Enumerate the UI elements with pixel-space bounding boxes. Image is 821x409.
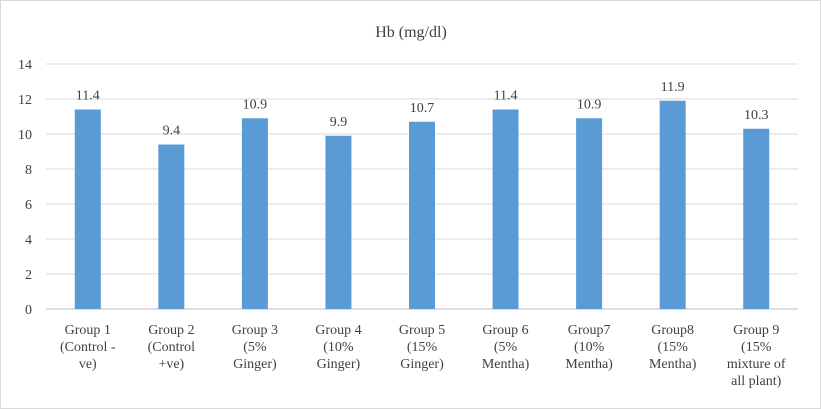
bar [158,144,185,309]
y-tick-label: 2 [25,268,32,283]
bar [576,118,603,309]
y-tick-label: 4 [25,233,32,248]
chart-title: Hb (mg/dl) [375,24,447,41]
bars [74,100,770,309]
data-label: 10.9 [577,97,602,112]
x-category-label: Group7 (10% Mentha) [565,323,613,372]
x-category-label: Group 9 (15% mixture of all plant) [727,323,786,389]
x-category-label: Group 5 (15% Ginger) [399,323,445,372]
data-label: 10.7 [410,101,435,116]
y-tick-label: 8 [25,163,32,178]
y-tick-label: 0 [25,303,32,318]
x-category-label: Group 3 (5% Ginger) [232,323,278,372]
data-label: 10.3 [744,108,769,123]
y-tick-label: 6 [25,198,32,213]
data-label: 9.9 [330,115,348,130]
y-tick-label: 10 [18,128,32,143]
x-axis-categories: Group 1 (Control -ve) Group 2 (Control +ve) G… [60,323,786,389]
x-category-label: Group 1 (Control -ve) [60,323,116,372]
y-tick-label: 14 [18,58,32,73]
data-label: 11.4 [76,89,100,104]
data-label: 11.9 [661,80,685,95]
bar [325,135,352,309]
data-label: 9.4 [163,124,181,139]
x-category-label: Group8 (15% Mentha) [649,323,697,372]
bar [409,121,435,309]
data-label: 11.4 [494,89,518,104]
bar [492,109,519,309]
bar [659,100,686,309]
bar [241,118,268,309]
bar [743,128,770,309]
x-category-label: Group 4 (10% Ginger) [315,323,361,372]
bar [74,109,101,309]
x-category-label: Group 6 (5% Mentha) [482,323,530,372]
x-category-label: Group 2 (Control +ve) [148,323,196,372]
data-label: 10.9 [243,97,268,112]
y-axis-ticks: 0 2 4 6 8 10 12 14 [18,58,32,318]
data-labels: 11.4 9.4 10.9 9.9 10.7 11.4 10.9 11.9 10.3 [76,80,769,139]
y-tick-label: 12 [18,93,32,108]
